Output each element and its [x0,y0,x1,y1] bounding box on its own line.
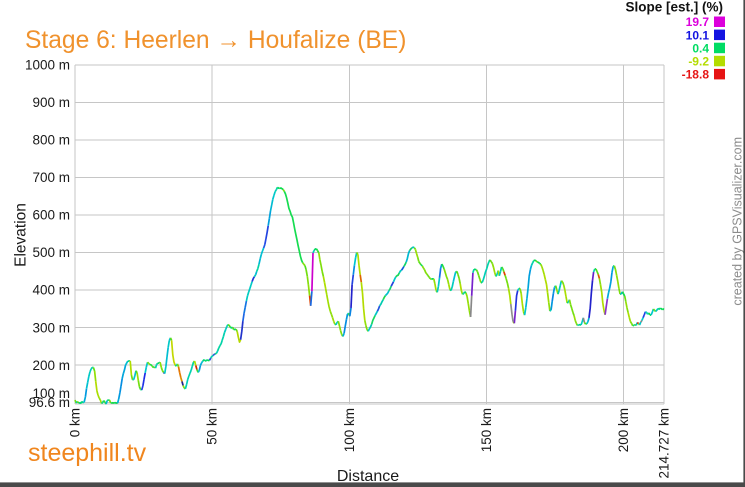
svg-text:0 km: 0 km [68,408,83,437]
svg-text:300 m: 300 m [32,320,70,335]
svg-text:150 km: 150 km [479,408,494,452]
svg-text:500 m: 500 m [32,245,70,260]
svg-text:700 m: 700 m [32,170,70,185]
svg-text:Distance: Distance [337,468,399,485]
svg-text:steephill.tv: steephill.tv [28,439,147,467]
svg-text:100 km: 100 km [342,408,357,452]
svg-text:Stage 6: Heerlen → Houfalize (: Stage 6: Heerlen → Houfalize (BE) [25,27,406,54]
svg-text:-18.8: -18.8 [682,68,710,82]
svg-text:900 m: 900 m [32,95,70,110]
svg-text:100 m: 100 m [32,386,70,401]
svg-text:200 km: 200 km [616,408,631,452]
svg-text:96.6 m: 96.6 m [29,395,70,410]
svg-text:50 km: 50 km [205,408,220,445]
svg-text:400 m: 400 m [32,283,70,298]
svg-text:Elevation: Elevation [13,203,30,267]
svg-text:19.7: 19.7 [686,15,710,29]
svg-text:-9.2: -9.2 [688,55,709,69]
svg-text:Slope [est.] (%): Slope [est.] (%) [625,0,723,15]
svg-text:600 m: 600 m [32,208,70,223]
svg-text:200 m: 200 m [32,358,70,373]
svg-text:800 m: 800 m [32,133,70,148]
svg-text:created by GPSVisualizer.com: created by GPSVisualizer.com [731,137,745,306]
svg-text:1000 m: 1000 m [25,58,70,73]
svg-text:10.1: 10.1 [686,28,710,42]
svg-text:214.727 km: 214.727 km [657,408,672,479]
svg-text:0.4: 0.4 [692,41,709,55]
